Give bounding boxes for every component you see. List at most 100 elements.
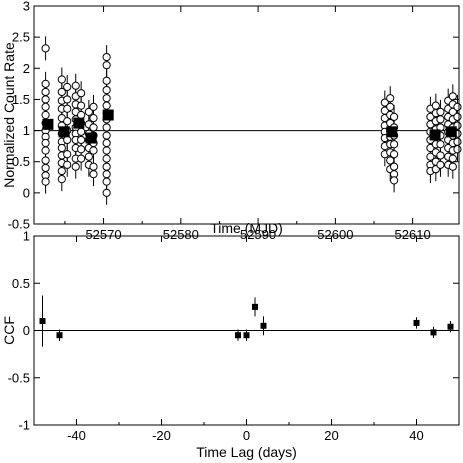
y-tick-label: 0.5 [12, 276, 30, 291]
data-point-square [252, 303, 258, 310]
x-tick-label: 52600 [317, 227, 353, 242]
x-tick-label: -20 [152, 428, 171, 443]
data-point-circle [102, 61, 111, 70]
data-point-circle [102, 52, 111, 62]
data-point-circle [380, 98, 389, 107]
x-tick-label: 52610 [395, 227, 431, 242]
data-point-circle [102, 131, 111, 140]
data-point-circle [41, 87, 50, 97]
top-y-axis-label: Normalized Count Rate [1, 42, 17, 188]
data-point-circle [77, 154, 86, 163]
data-point-circle [426, 152, 435, 161]
data-point-square [430, 329, 437, 336]
y-tick-label: 0.5 [12, 154, 30, 169]
bottom-y-ticks: -1 -0.5 0 0.5 1 [8, 229, 459, 433]
data-point-circle [63, 117, 72, 126]
data-point-circle [102, 146, 111, 155]
data-point-square [243, 332, 250, 339]
data-point-circle [41, 95, 50, 104]
data-point-circle [41, 44, 50, 53]
data-point-circle [89, 123, 98, 132]
data-point-circle [77, 89, 86, 98]
y-tick-label: -0.5 [8, 217, 30, 232]
data-point-circle [89, 102, 98, 112]
data-point-square [58, 126, 70, 138]
data-point-circle [386, 102, 395, 112]
data-point-circle [57, 175, 66, 184]
data-point-circle [436, 140, 445, 149]
data-point-circle [41, 156, 50, 165]
data-point-circle [63, 160, 72, 169]
data-point-circle [386, 94, 395, 103]
data-point-circle [84, 152, 93, 161]
x-tick-label: 40 [409, 428, 423, 443]
bottom-x-axis-label: Time Lag (days) [196, 444, 297, 460]
data-point-circle [57, 166, 66, 176]
x-tick-label: 52580 [163, 227, 199, 242]
data-point-circle [71, 81, 80, 90]
x-tick-label: 0 [243, 428, 250, 443]
data-point-circle [41, 163, 50, 173]
top-x-ticks: 52570 52580 52590 52600 52610 [64, 6, 431, 242]
data-point-circle [63, 135, 72, 145]
ccf-chart: -40 -20 0 20 40 -1-0.500.51 Time Lag (days) … [1, 229, 460, 460]
light-curve-chart: 52570 52580 52590 52600 52610 -0.5 0 0.5 1 1.5 2 2… [1, 0, 462, 242]
data-point-circle [448, 92, 457, 101]
data-point-square [56, 332, 63, 339]
data-point-circle [102, 188, 111, 197]
top-points [41, 36, 462, 205]
data-point-circle [431, 101, 440, 110]
data-point-circle [102, 177, 111, 186]
data-point-circle [57, 87, 66, 97]
data-point-circle [102, 162, 111, 171]
data-point-square [260, 322, 267, 329]
data-point-circle [89, 146, 98, 155]
y-tick-label: 3 [23, 0, 30, 14]
data-point-circle [89, 170, 98, 179]
data-point-circle [89, 114, 98, 123]
data-point-circle [389, 176, 399, 185]
data-point-circle [436, 151, 445, 160]
data-point-square [445, 126, 457, 138]
x-tick-label: 52570 [85, 227, 121, 242]
y-tick-label: -1 [18, 418, 30, 433]
y-tick-label: 0 [23, 185, 30, 200]
top-x-axis-label: Time (MJD) [210, 220, 283, 236]
data-point-circle [102, 123, 111, 132]
data-point-circle [102, 94, 111, 103]
data-point-square [73, 117, 85, 129]
data-point-circle [448, 154, 457, 163]
bottom-x-ticks: -40 -20 0 20 40 [67, 236, 424, 443]
y-tick-label: 1 [23, 229, 30, 244]
data-point-square [39, 318, 46, 325]
data-point-circle [389, 150, 399, 159]
data-point-circle [41, 110, 50, 120]
data-point-circle [453, 137, 462, 146]
y-tick-label: -0.5 [8, 370, 30, 385]
data-point-circle [77, 101, 86, 110]
data-point-square [429, 129, 441, 141]
data-point-circle [41, 79, 50, 88]
data-point-circle [71, 162, 80, 171]
data-point-circle [436, 160, 445, 169]
data-point-circle [77, 110, 86, 120]
data-point-circle [389, 140, 399, 149]
data-point-circle [63, 104, 72, 113]
bottom-plot-frame [33, 235, 460, 426]
data-point-circle [389, 162, 399, 171]
data-point-circle [102, 76, 111, 85]
x-tick-label: 52590 [240, 227, 276, 242]
data-point-circle [57, 75, 66, 84]
data-point-circle [41, 177, 50, 186]
top-y-ticks: -0.5 0 0.5 1 1.5 2 2.5 3 [8, 0, 459, 232]
data-point-circle [41, 102, 50, 112]
data-point-circle [84, 107, 93, 116]
data-point-square [102, 109, 114, 121]
top-plot-frame [33, 5, 460, 225]
data-point-circle [453, 145, 462, 154]
data-point-circle [102, 85, 111, 95]
data-point-square [386, 126, 398, 138]
data-point-circle [102, 154, 111, 163]
data-point-circle [63, 150, 72, 159]
y-tick-label: 2 [23, 61, 30, 76]
